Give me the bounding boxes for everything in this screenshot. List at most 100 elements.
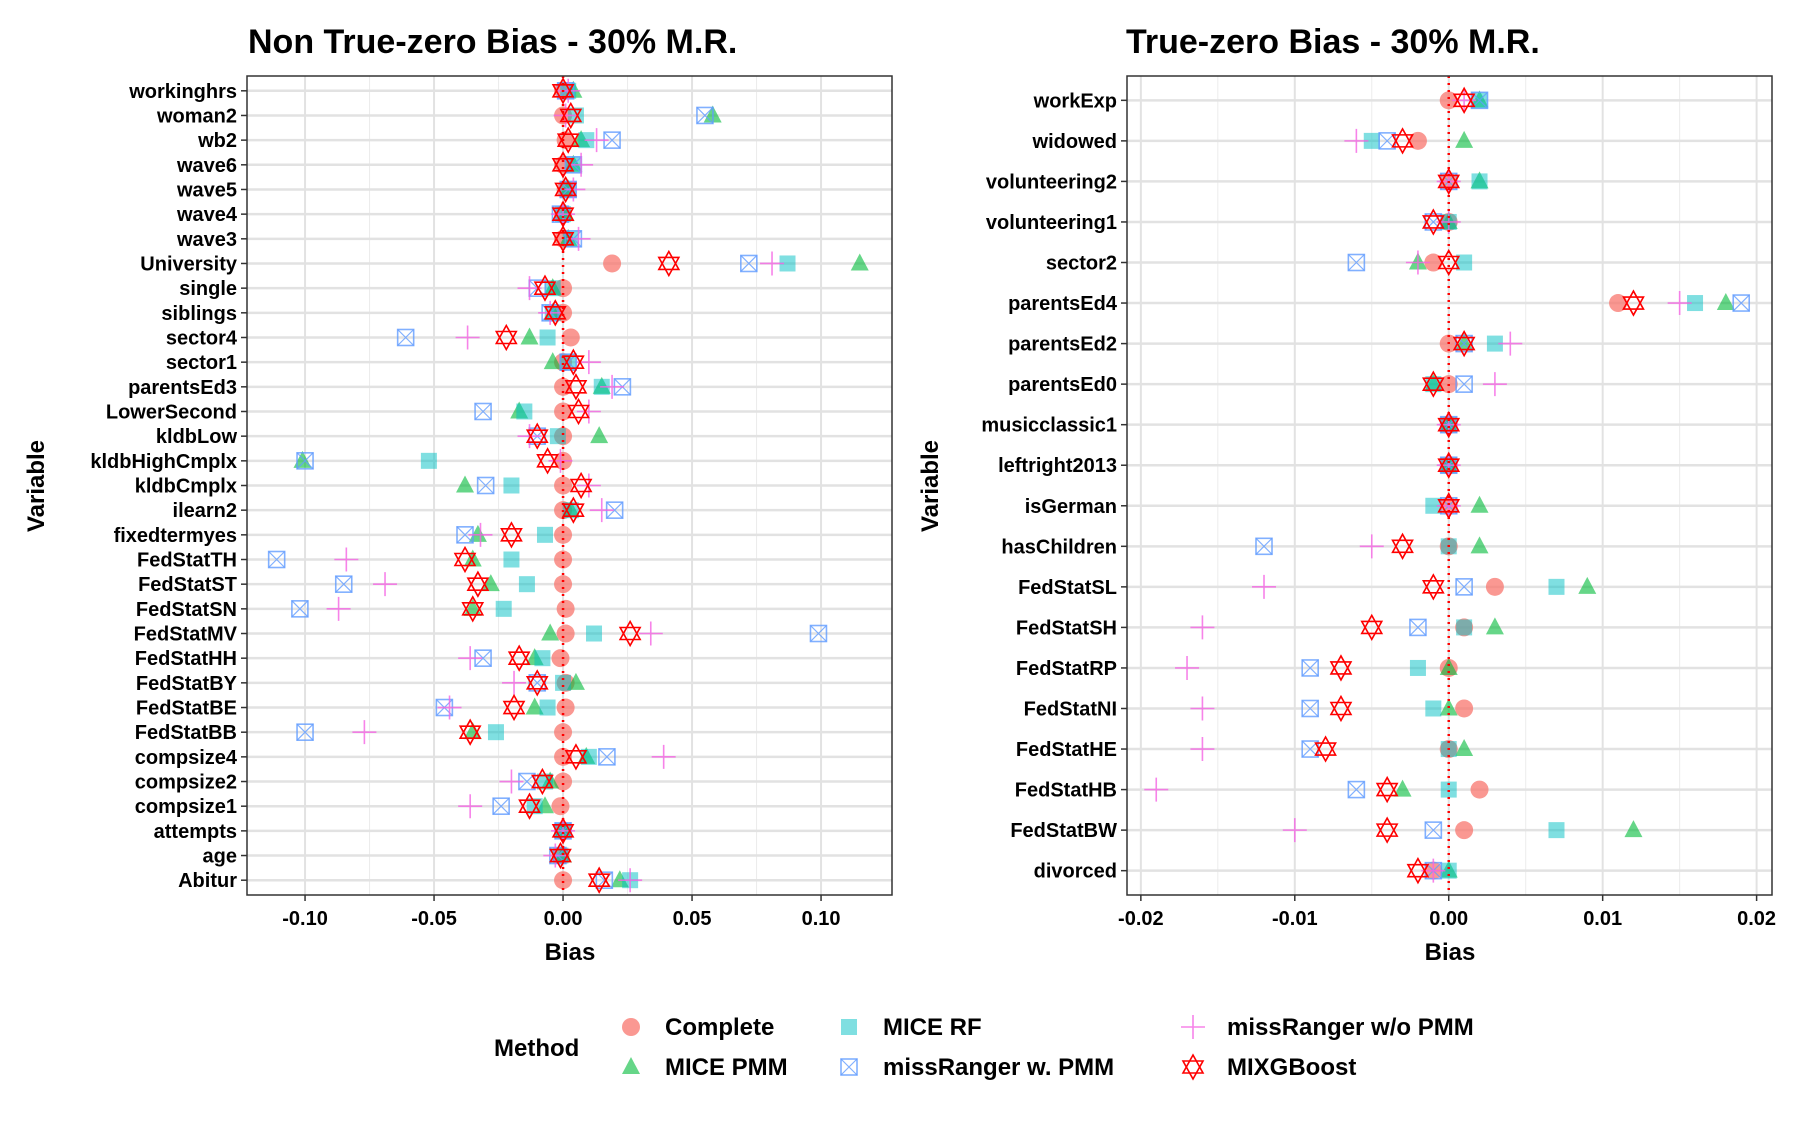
- triangle-down-outline: [564, 750, 588, 771]
- point-mrnopmm: [543, 843, 568, 868]
- square-mark: [809, 624, 828, 643]
- point-mrnopmm: [551, 818, 576, 843]
- circle-mark: [1609, 294, 1628, 313]
- triangle-down-outline: [564, 380, 588, 401]
- square-mark: [779, 255, 796, 272]
- point-mixgb: [554, 175, 577, 204]
- plus-mark: [1452, 88, 1477, 113]
- y-tick-label: workExp: [1033, 90, 1117, 112]
- triangle-down-outline: [551, 232, 575, 253]
- x-tick-label: 0.01: [1583, 908, 1622, 930]
- triangle-up-outline: [551, 151, 575, 172]
- triangle-down-outline: [1329, 701, 1353, 723]
- point-complete: [1439, 91, 1458, 110]
- triangle-up-outline: [543, 299, 567, 320]
- point-mixgb: [551, 151, 575, 179]
- x-mark: [810, 625, 827, 642]
- point-mixgb: [1375, 775, 1399, 804]
- x-mark: [291, 600, 309, 618]
- x-mark: [296, 723, 314, 741]
- square-mark: [503, 477, 520, 494]
- y-tick-label: single: [179, 278, 237, 300]
- square-mark: [536, 526, 553, 543]
- point-complete: [1424, 253, 1443, 272]
- point-mrpmm: [1424, 821, 1443, 839]
- triangle-up-outline: [458, 718, 482, 739]
- triangle-down-outline: [1437, 255, 1461, 277]
- y-tick-label: age: [203, 846, 237, 868]
- legend-label: MICE RF: [883, 1014, 982, 1041]
- y-tick-label: hasChildren: [1001, 536, 1117, 558]
- row-points-musicclassic1: [1436, 411, 1461, 439]
- triangle-mark: [1470, 495, 1489, 513]
- circle-mark: [1455, 821, 1474, 840]
- mrnopmm-legend-key: [1181, 1015, 1205, 1039]
- square-mark: [539, 699, 556, 716]
- point-mrpmm: [396, 328, 415, 347]
- square-mark: [1409, 659, 1426, 676]
- row-points-compsize2: [499, 767, 573, 796]
- y-tick-label: FedStatST: [138, 574, 237, 596]
- point-complete: [551, 649, 570, 668]
- plus-mark: [569, 152, 594, 177]
- plus-mark: [600, 374, 625, 399]
- x-mark: [606, 501, 624, 519]
- point-mixgb: [525, 669, 549, 697]
- x-mark: [477, 477, 495, 494]
- point-mrpmm: [1732, 294, 1751, 312]
- square-mark: [1471, 173, 1488, 190]
- y-tick-label: sector2: [1046, 253, 1117, 275]
- legend-label: MIXGBoost: [1227, 1054, 1356, 1081]
- point-mixgb: [525, 422, 549, 450]
- point-rf: [1425, 497, 1442, 514]
- triangle-down-outline: [559, 108, 583, 130]
- triangle-down-outline: [1181, 1060, 1205, 1081]
- square-mark: [1363, 132, 1380, 149]
- point-mixgb: [1437, 451, 1461, 479]
- triangle-up-outline: [1391, 127, 1414, 148]
- square-mark: [696, 106, 714, 125]
- legend-label: missRanger w. PMM: [883, 1054, 1114, 1081]
- circle-mark: [1439, 91, 1458, 110]
- point-pmm: [1439, 657, 1458, 675]
- point-mrpmm: [1255, 537, 1273, 556]
- panel-border: [1126, 75, 1773, 896]
- point-mrnopmm: [1436, 453, 1461, 478]
- point-rf: [1687, 295, 1704, 312]
- plus-mark: [589, 498, 614, 523]
- point-mixgb: [551, 817, 575, 845]
- y-tick-label: parentsEd2: [1008, 334, 1117, 356]
- square-mark: [534, 650, 551, 667]
- point-rf: [1440, 862, 1457, 879]
- y-tick-label: LowerSecond: [106, 401, 237, 423]
- left-y-axis-label: Variable: [23, 440, 50, 532]
- triangle-up-outline: [1360, 613, 1384, 635]
- circle-mark: [556, 698, 575, 717]
- circle-mark: [551, 797, 570, 816]
- square-mark: [1455, 334, 1473, 353]
- point-mrpmm: [809, 624, 828, 643]
- point-mrnopmm: [576, 473, 601, 498]
- triangle-up-outline: [587, 866, 611, 887]
- point-mixgb: [1391, 127, 1414, 155]
- point-rf: [516, 403, 533, 420]
- point-mrnopmm: [584, 128, 609, 153]
- plus-mark: [373, 572, 398, 597]
- triangle-mark: [1624, 820, 1643, 838]
- x-mark: [474, 403, 492, 420]
- x-mark: [397, 329, 415, 346]
- row-points-wave5: [554, 175, 586, 204]
- point-rf: [534, 650, 551, 667]
- triangle-up-outline: [1622, 289, 1645, 310]
- plus-mark: [548, 448, 573, 473]
- point-mixgb: [551, 200, 575, 228]
- point-mixgb: [562, 496, 585, 524]
- square-mark: [476, 476, 495, 495]
- point-rf: [1548, 578, 1565, 595]
- square-mark: [474, 402, 492, 421]
- point-mrpmm: [492, 797, 510, 815]
- triangle-up-outline: [551, 817, 575, 838]
- square-mark: [1301, 699, 1319, 718]
- triangle-mark: [541, 623, 560, 641]
- square-mark: [586, 625, 603, 642]
